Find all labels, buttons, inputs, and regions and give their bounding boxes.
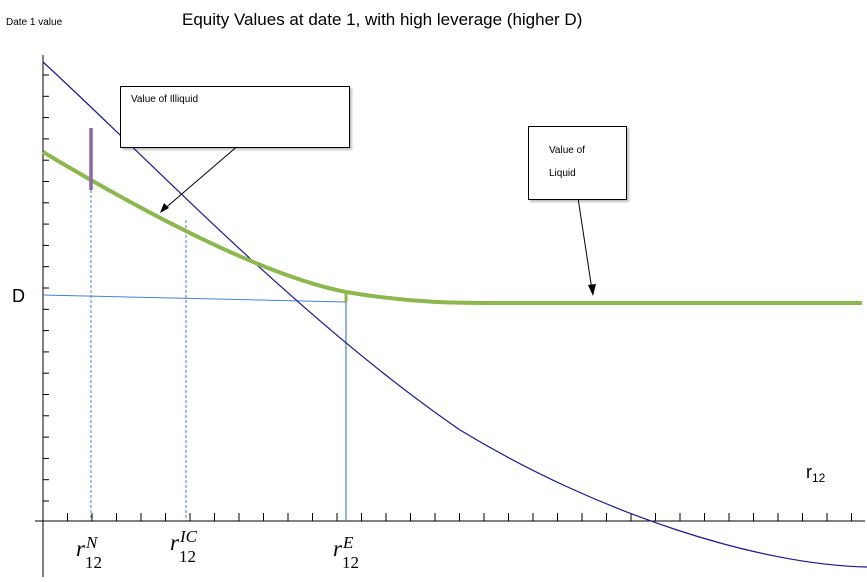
ric-label: r IC 12 <box>170 527 211 570</box>
ric-label-base: r <box>170 530 179 555</box>
re-label-sup: E <box>342 533 354 552</box>
illiquid-callout: Value of Illiquid <box>120 86 350 148</box>
liquid-callout-arrow <box>577 197 593 291</box>
ric-label-sup: IC <box>179 527 197 546</box>
re-label-sub: 12 <box>341 553 359 572</box>
liquid-callout-text: Value of Liquid <box>529 127 599 181</box>
re-label-base: r <box>333 536 342 561</box>
re-label: r E 12 <box>333 533 374 576</box>
liquid-arrowhead <box>588 284 596 296</box>
liquid-callout: Value of Liquid <box>528 126 627 200</box>
y-axis-label: Date 1 value <box>6 17 63 28</box>
rn-label-sub: 12 <box>84 553 102 572</box>
x-axis-label-base: r <box>806 462 812 482</box>
x-axis-ticks <box>42 513 852 521</box>
d-axis-label: D <box>12 286 25 306</box>
y-axis-ticks <box>43 74 49 502</box>
d-level-line <box>42 294 347 303</box>
liquid-value-curve <box>41 150 862 305</box>
rn-label-base: r <box>76 536 85 561</box>
x-axis-label: r12 <box>806 462 825 485</box>
illiquid-arrowhead <box>160 203 169 213</box>
rn-label-sup: N <box>85 533 98 552</box>
illiquid-callout-arrow <box>161 143 241 212</box>
illiquid-callout-text: Value of Illiquid <box>131 94 199 105</box>
x-axis-label-sub: 12 <box>812 471 826 485</box>
rn-label: r N 12 <box>76 533 117 576</box>
ric-label-sub: 12 <box>178 547 196 566</box>
liquid-callout-line2: Liquid <box>549 168 576 179</box>
liquid-callout-line1: Value of <box>549 145 585 156</box>
diagram-title: Equity Values at date 1, with high lever… <box>182 10 583 29</box>
illiquid-value-curve <box>42 61 867 568</box>
